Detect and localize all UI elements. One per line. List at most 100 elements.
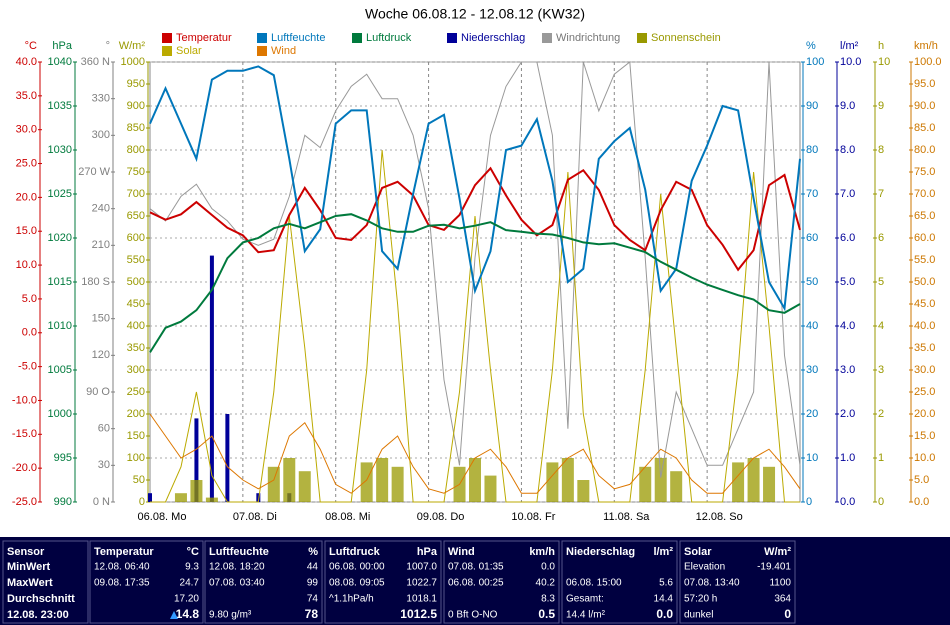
bar	[283, 458, 296, 502]
bar	[174, 493, 187, 502]
column-unit: W/m²	[764, 546, 791, 558]
table-cell	[324, 540, 442, 624]
cell-label: dunkel	[684, 610, 713, 621]
y-tick-label: 330	[92, 93, 110, 105]
cell-label: 57:20 h	[684, 594, 717, 605]
bar	[561, 458, 574, 502]
y-tick-label: 700	[127, 188, 145, 200]
legend-swatch	[162, 33, 172, 43]
y-tick-label: 75.0	[914, 166, 935, 178]
y-tick-label: 90.0	[914, 100, 935, 112]
bar	[298, 471, 311, 502]
y-tick-label: 50.0	[914, 276, 935, 288]
cell-value: 40.2	[536, 578, 556, 589]
column-title: Solar	[684, 546, 712, 558]
y-tick-label: 65.0	[914, 210, 935, 222]
bar	[391, 466, 404, 502]
bar	[732, 462, 745, 502]
y-tick-label: -10.0	[12, 394, 37, 406]
cell-label: Elevation	[684, 562, 725, 573]
cell-value: 17.20	[174, 594, 199, 605]
y-tick-label: 0 N	[93, 496, 110, 508]
grid	[150, 61, 800, 503]
bar	[148, 493, 152, 502]
bar	[639, 466, 652, 502]
x-tick-label: 07.08. Di	[233, 511, 277, 523]
y-tick-label: 300	[92, 129, 110, 141]
y-tick-label: 50	[806, 276, 818, 288]
cell-value: 0.0	[541, 562, 555, 573]
y-tick-label: 30.0	[914, 364, 935, 376]
y-tick-label: 15.0	[16, 225, 37, 237]
y-tick-label: 0.0	[914, 496, 929, 508]
cell-label: 12.08. 06:40	[94, 562, 150, 573]
y-tick-label: 1040	[48, 56, 72, 68]
cell-value: 0.5	[538, 607, 555, 621]
x-tick-label: 10.08. Fr	[511, 511, 555, 523]
y-tick-label: 0.0	[840, 496, 855, 508]
bar	[256, 493, 261, 502]
column-title: Luftfeuchte	[209, 546, 269, 558]
y-tick-label: 0	[139, 496, 145, 508]
y-tick-label: 3	[878, 364, 884, 376]
cell-label: 06.08. 15:00	[566, 578, 622, 589]
cell-label: 07.08. 13:40	[684, 578, 740, 589]
column-title: Luftdruck	[329, 546, 381, 558]
cell-value: 78	[305, 607, 319, 621]
y-tick-label: 10.0	[840, 56, 861, 68]
y-tick-label: 45.0	[914, 298, 935, 310]
y-tick-label: 8	[878, 144, 884, 156]
y-tick-label: 1035	[48, 100, 72, 112]
y-tick-label: -20.0	[12, 462, 37, 474]
y-tick-label: 1030	[48, 144, 72, 156]
y-tick-label: 30	[806, 364, 818, 376]
chart-title: Woche 06.08.12 - 12.08.12 (KW32)	[365, 6, 585, 22]
y-tick-label: 40.0	[16, 56, 37, 68]
legend-label: Niederschlag	[461, 32, 525, 44]
axis-unit: °C	[25, 40, 37, 52]
y-tick-label: 60	[806, 232, 818, 244]
legend-swatch	[162, 46, 172, 56]
y-tick-label: 50	[133, 474, 145, 486]
y-tick-label: 1	[878, 452, 884, 464]
y-tick-label: 20	[806, 408, 818, 420]
y-tick-label: 500	[127, 276, 145, 288]
cell-label: Gesamt:	[566, 594, 604, 605]
y-tick-label: 250	[127, 386, 145, 398]
column-unit: °C	[187, 546, 199, 558]
cell-value: 5.6	[659, 578, 673, 589]
y-tick-label: 70.0	[914, 188, 935, 200]
cell-label: 06.08. 00:00	[329, 562, 385, 573]
y-tick-label: 100	[127, 452, 145, 464]
axes: °C-25.0-20.0-15.0-10.0-5.00.05.010.015.0…	[12, 40, 942, 523]
cell-value: 1012.5	[400, 607, 437, 621]
legend-label: Windrichtung	[556, 32, 620, 44]
y-tick-label: 150	[127, 430, 145, 442]
y-tick-label: 7.0	[840, 188, 855, 200]
y-tick-label: 10.0	[16, 259, 37, 271]
y-tick-label: 1015	[48, 276, 72, 288]
y-tick-label: 750	[127, 166, 145, 178]
x-tick-label: 11.08. Sa	[603, 511, 650, 523]
bar	[205, 497, 218, 502]
row-label: MaxWert	[7, 577, 53, 589]
y-tick-label: 20.0	[914, 408, 935, 420]
y-tick-label: 600	[127, 232, 145, 244]
y-tick-label: 70	[806, 188, 818, 200]
cell-value: 1100	[769, 578, 791, 589]
column-unit: l/m²	[653, 546, 673, 558]
axis-unit: %	[806, 40, 816, 52]
cell-value: -19.401	[757, 562, 791, 573]
y-tick-label: 5.0	[840, 276, 855, 288]
axis-unit: l/m²	[840, 40, 859, 52]
table-cell	[2, 540, 89, 624]
y-tick-label: 1.0	[840, 452, 855, 464]
column-title: Temperatur	[94, 546, 154, 558]
cell-value: 74	[307, 594, 319, 605]
y-tick-label: 30.0	[16, 124, 37, 136]
bar	[225, 414, 230, 502]
axis-unit: °	[106, 40, 110, 52]
legend-swatch	[542, 33, 552, 43]
row-label: 12.08. 23:00	[7, 609, 69, 621]
